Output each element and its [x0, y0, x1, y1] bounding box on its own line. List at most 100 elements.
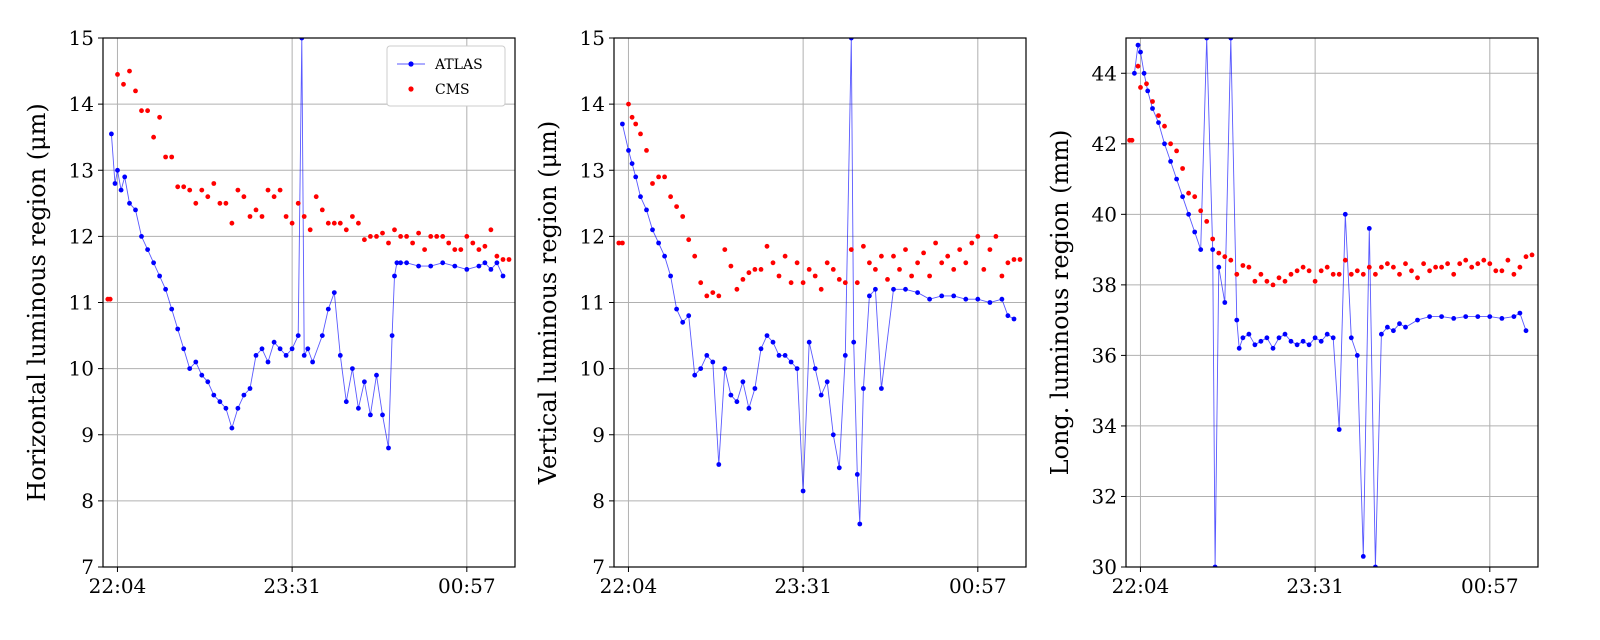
data-point: [1433, 264, 1438, 270]
data-point: [851, 339, 857, 345]
data-point: [861, 243, 866, 249]
data-point: [362, 237, 367, 243]
data-point: [704, 353, 710, 358]
data-point: [133, 207, 138, 213]
data-point: [283, 214, 289, 219]
data-point: [848, 247, 854, 253]
data-point: [1505, 257, 1511, 263]
data-point: [1252, 342, 1258, 348]
data-point: [1529, 252, 1535, 258]
y-tick-label: 10: [69, 357, 94, 381]
data-point: [867, 260, 872, 266]
data-point: [175, 326, 181, 332]
data-point: [1403, 324, 1408, 330]
data-point: [374, 372, 379, 378]
data-point: [1192, 194, 1198, 200]
data-point: [205, 379, 211, 385]
data-point: [788, 280, 794, 286]
x-tick-label: 23:31: [263, 574, 321, 598]
data-point: [1246, 264, 1252, 270]
data-point: [1162, 141, 1167, 147]
y-axis-label: Horizontal luminous region (μm): [23, 103, 51, 502]
y-tick-label: 12: [580, 224, 605, 248]
data-point: [638, 131, 643, 137]
data-point: [776, 273, 782, 279]
data-point: [476, 263, 482, 269]
data-point: [674, 306, 679, 312]
data-point: [1517, 310, 1523, 316]
data-point: [686, 313, 692, 319]
data-point: [337, 353, 343, 358]
data-point: [482, 243, 488, 249]
data-point: [1451, 271, 1457, 277]
data-point: [1463, 257, 1469, 263]
data-point: [734, 286, 740, 292]
data-point: [187, 366, 193, 371]
data-point: [752, 267, 758, 272]
legend-label: CMS: [435, 82, 470, 98]
data-point: [1150, 99, 1155, 104]
data-point: [301, 214, 307, 219]
data-point: [253, 207, 259, 213]
data-point: [987, 247, 993, 253]
data-point: [818, 286, 824, 292]
data-point: [112, 181, 118, 186]
x-tick-label: 23:31: [774, 574, 832, 598]
data-point: [1360, 554, 1366, 559]
data-point: [1306, 342, 1312, 348]
data-point: [1475, 261, 1481, 267]
data-point: [440, 234, 446, 239]
data-point: [1336, 427, 1342, 432]
data-point: [392, 227, 397, 233]
data-point: [758, 267, 764, 272]
data-point: [1222, 254, 1228, 260]
data-point: [452, 263, 458, 269]
x-tick-label: 22:04: [89, 574, 147, 598]
data-point: [1511, 314, 1517, 319]
data-point: [118, 187, 124, 193]
data-point: [271, 339, 277, 345]
data-point: [343, 227, 349, 233]
plot-area: [1127, 38, 1535, 567]
data-point: [951, 267, 957, 272]
data-point: [1451, 316, 1457, 321]
data-point: [319, 207, 325, 213]
data-point: [389, 333, 395, 338]
data-point: [1180, 194, 1185, 200]
data-point: [698, 280, 704, 286]
data-point: [909, 273, 914, 279]
data-point: [133, 88, 138, 94]
data-point: [235, 187, 241, 193]
y-tick-label: 11: [69, 291, 94, 315]
series-line: [621, 38, 1015, 525]
data-point: [674, 204, 679, 210]
data-point: [109, 131, 114, 137]
data-point: [398, 234, 403, 239]
data-point: [1192, 229, 1198, 235]
data-point: [1499, 316, 1505, 321]
data-point: [764, 243, 770, 249]
data-point: [211, 392, 217, 398]
data-point: [710, 359, 716, 365]
data-point: [963, 296, 969, 302]
data-point: [181, 184, 187, 190]
data-point: [1379, 264, 1384, 270]
data-point: [1336, 271, 1342, 277]
data-point: [1276, 335, 1282, 341]
data-point: [392, 273, 397, 279]
data-point: [1366, 226, 1372, 231]
data-point: [476, 247, 482, 253]
data-point: [633, 174, 639, 180]
y-tick-label: 8: [81, 489, 94, 513]
data-point: [1391, 264, 1396, 270]
data-point: [1011, 316, 1017, 322]
data-point: [1288, 338, 1294, 344]
data-point: [1252, 278, 1258, 284]
y-tick-label: 7: [81, 555, 94, 579]
y-axis-label: Long. luminous region (mm): [1046, 130, 1074, 476]
axes-frame: [1125, 37, 1539, 568]
data-point: [1246, 331, 1252, 337]
data-point: [187, 187, 193, 193]
data-point: [1354, 268, 1360, 274]
